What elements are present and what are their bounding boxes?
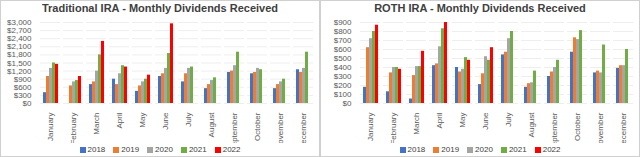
svg-text:July: July (504, 113, 513, 127)
svg-text:$300: $300 (334, 72, 352, 81)
html-text:2018: 2018 (87, 145, 106, 154)
html-text:2019: 2019 (441, 145, 460, 154)
svg-text:April: April (115, 112, 124, 128)
svg-text:$2,100: $2,100 (7, 42, 32, 51)
svg-text:September: September (550, 112, 559, 143)
svg-text:$1,200: $1,200 (7, 67, 32, 76)
svg-text:February: February (389, 113, 398, 144)
svg-text:$600: $600 (334, 45, 352, 54)
svg-text:$2,700: $2,700 (7, 26, 32, 35)
html-text:2020: 2020 (475, 145, 493, 154)
svg-text:$600: $600 (14, 83, 32, 92)
html-text:2020: 2020 (155, 145, 173, 154)
svg-text:$900: $900 (334, 18, 352, 27)
svg-text:March: March (92, 113, 101, 135)
svg-text:September: September (230, 112, 239, 143)
svg-text:June: June (481, 112, 490, 130)
svg-text:$100: $100 (334, 90, 352, 99)
svg-text:January: January (366, 113, 375, 141)
svg-text:April: April (435, 112, 444, 128)
svg-text:$1,800: $1,800 (7, 50, 32, 59)
svg-text:$300: $300 (14, 91, 32, 100)
html-text:2022: 2022 (542, 145, 561, 154)
svg-text:$800: $800 (334, 27, 352, 36)
svg-text:October: October (573, 112, 582, 141)
html-text:Traditional IRA - Monthly Divi: Traditional IRA - Monthly Dividends Rece… (41, 2, 279, 14)
svg-text:December: December (619, 112, 628, 143)
svg-text:$0: $0 (343, 99, 352, 108)
svg-text:February: February (69, 113, 78, 144)
svg-text:July: July (184, 113, 193, 127)
svg-text:May: May (138, 113, 147, 128)
svg-text:August: August (207, 112, 216, 138)
svg-text:November: November (596, 112, 605, 143)
html-text:2022: 2022 (222, 145, 241, 154)
svg-text:November: November (276, 112, 285, 143)
svg-text:$3,000: $3,000 (7, 18, 32, 27)
html-text:ROTH IRA - Monthly Dividends R: ROTH IRA - Monthly Dividends Received (374, 2, 586, 14)
svg-text:January: January (46, 113, 55, 141)
html-text:2021: 2021 (508, 145, 527, 154)
html-text:2021: 2021 (188, 145, 207, 154)
svg-text:$200: $200 (334, 81, 352, 90)
svg-text:$1,500: $1,500 (7, 59, 32, 68)
svg-text:December: December (299, 112, 308, 143)
svg-text:March: March (412, 113, 421, 135)
svg-text:May: May (458, 113, 467, 128)
svg-text:$0: $0 (23, 99, 32, 108)
html-text:2018: 2018 (407, 145, 426, 154)
svg-text:$2,400: $2,400 (7, 34, 32, 43)
svg-text:$700: $700 (334, 36, 352, 45)
html-text:2019: 2019 (121, 145, 140, 154)
svg-text:August: August (527, 112, 536, 138)
svg-text:June: June (161, 112, 170, 130)
svg-text:$900: $900 (14, 75, 32, 84)
svg-text:October: October (253, 112, 262, 141)
svg-text:$400: $400 (334, 63, 352, 72)
svg-text:$500: $500 (334, 54, 352, 63)
